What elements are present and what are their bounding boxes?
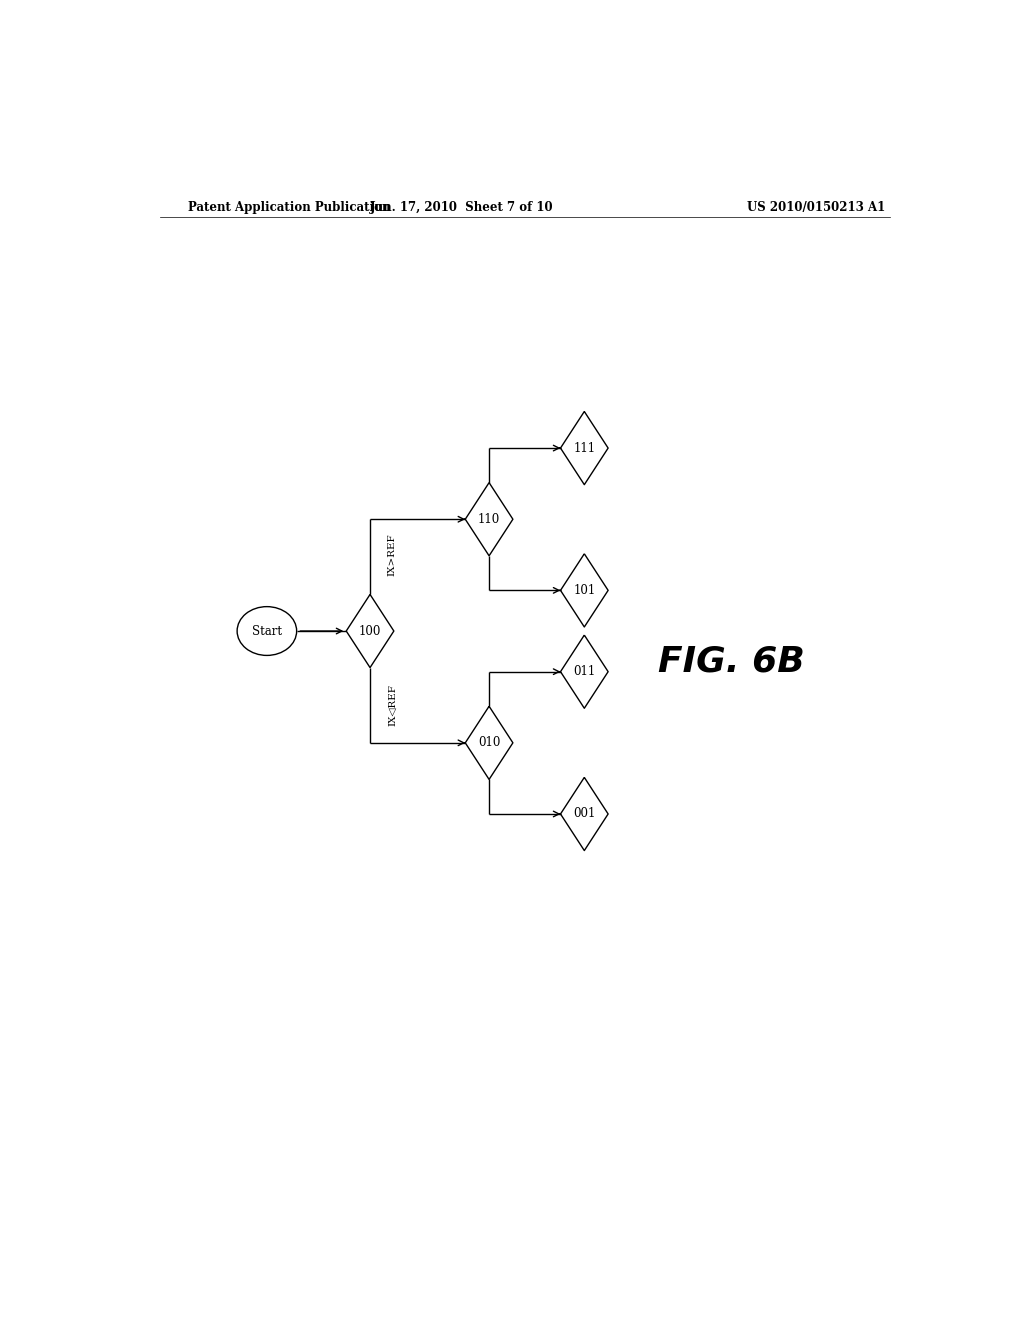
Text: 110: 110	[478, 512, 500, 525]
Text: FIG. 6B: FIG. 6B	[657, 644, 805, 678]
Text: 111: 111	[573, 442, 595, 454]
Text: IX◁REF: IX◁REF	[388, 684, 396, 726]
Text: US 2010/0150213 A1: US 2010/0150213 A1	[748, 201, 886, 214]
Text: Start: Start	[252, 624, 282, 638]
Text: 100: 100	[358, 624, 381, 638]
Text: Patent Application Publication: Patent Application Publication	[187, 201, 390, 214]
Text: 011: 011	[573, 665, 595, 678]
Text: IX>REF: IX>REF	[388, 533, 396, 576]
Text: Jun. 17, 2010  Sheet 7 of 10: Jun. 17, 2010 Sheet 7 of 10	[370, 201, 553, 214]
Text: 010: 010	[478, 737, 501, 750]
Text: 101: 101	[573, 583, 595, 597]
Text: 001: 001	[573, 808, 596, 821]
